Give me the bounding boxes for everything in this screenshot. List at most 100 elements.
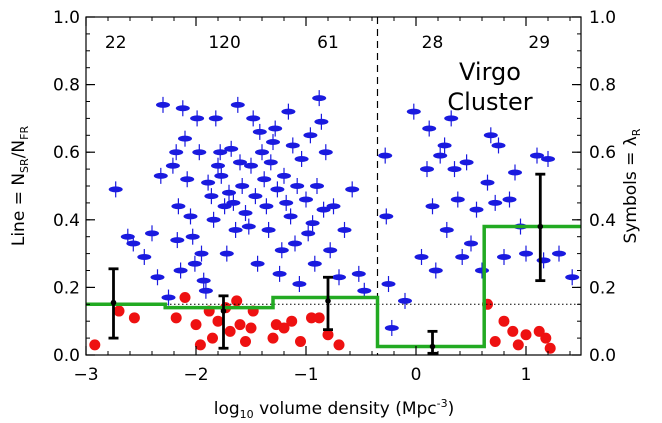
slow-rotator-point <box>190 319 202 331</box>
fast-rotator-point <box>201 174 216 191</box>
fast-rotator-point <box>222 184 236 201</box>
fast-rotator-point <box>192 144 207 161</box>
point-marker <box>428 267 443 274</box>
ratio-error-bars <box>108 172 546 355</box>
fast-rotator-point <box>425 198 440 215</box>
fast-rotator-point <box>250 255 265 272</box>
ratio-point-marker <box>325 298 331 304</box>
point-marker <box>255 149 269 156</box>
fast-rotator-point <box>178 130 192 147</box>
fast-rotator-point <box>263 154 278 171</box>
fast-rotator-point <box>491 137 506 154</box>
point-marker <box>169 149 184 156</box>
point-marker <box>173 267 188 274</box>
fast-rotator-point <box>310 178 324 194</box>
point-marker <box>185 233 200 240</box>
point-marker <box>246 115 261 122</box>
point-marker <box>250 260 265 267</box>
fast-rotator-point <box>450 191 465 208</box>
fast-rotator-point <box>414 248 429 265</box>
fast-rotator-point <box>156 96 170 113</box>
ratio-point-marker <box>537 223 544 230</box>
slow-rotator-point <box>540 332 552 344</box>
point-marker <box>180 176 195 183</box>
fast-rotator-point <box>455 248 470 265</box>
point-marker <box>422 125 437 132</box>
point-marker <box>208 115 223 122</box>
point-marker <box>198 287 213 294</box>
fast-rotator-point <box>279 194 294 211</box>
slow-rotator-point <box>170 312 182 324</box>
fast-rotator-point <box>185 228 200 245</box>
point-marker <box>299 196 313 203</box>
point-marker <box>398 297 412 304</box>
bin-counts: 22 120 61 28 29 <box>105 33 550 53</box>
fast-rotator-point <box>272 265 287 282</box>
point-marker <box>277 172 291 179</box>
fast-rotator-point <box>283 208 298 225</box>
slow-rotator-point <box>333 339 345 351</box>
fast-rotator-point <box>541 150 555 167</box>
point-marker <box>108 186 123 193</box>
point-marker <box>285 142 300 149</box>
point-marker <box>120 233 135 240</box>
fast-rotator-point <box>180 171 195 188</box>
fast-rotator-point <box>226 194 241 211</box>
fast-rotator-point <box>398 292 412 309</box>
y-right-tick-label: 0.8 <box>589 76 616 96</box>
point-marker <box>226 199 241 206</box>
slow-rotator-point <box>489 335 501 347</box>
slow-rotator-point <box>544 342 556 354</box>
fast-rotator-point <box>326 198 341 215</box>
slow-rotator-point <box>128 312 140 324</box>
fast-rotator-point <box>428 262 443 279</box>
fast-rotator-point <box>422 120 437 137</box>
fast-rotator-point <box>224 140 239 157</box>
point-marker <box>326 203 341 210</box>
fast-rotator-point <box>497 248 511 265</box>
fast-rotator-point <box>285 137 300 154</box>
fast-rotator-point <box>345 181 360 198</box>
fast-rotator-point <box>378 147 393 164</box>
fast-rotator-point <box>183 208 198 225</box>
fast-rotator-point <box>305 215 320 232</box>
point-marker <box>420 166 434 173</box>
fast-rotator-point <box>444 110 459 127</box>
point-marker <box>414 253 429 260</box>
fast-rotator-point <box>187 255 202 272</box>
fast-rotator-point <box>483 127 498 144</box>
point-marker <box>483 132 498 139</box>
point-marker <box>214 172 229 179</box>
fast-rotator-point <box>257 171 272 188</box>
point-marker <box>192 149 207 156</box>
point-marker <box>475 267 489 274</box>
fast-rotator-point <box>332 269 346 286</box>
point-marker <box>145 230 159 237</box>
point-marker <box>259 203 274 210</box>
fast-rotator-point <box>292 276 307 293</box>
fast-rotator-point <box>153 167 168 184</box>
fast-rotator-point <box>288 235 302 252</box>
fast-rotator-point <box>126 235 141 252</box>
y-left-tick-label: 0.8 <box>53 76 80 96</box>
point-marker <box>257 176 272 183</box>
fast-rotator-point <box>268 120 283 137</box>
fast-rotator-point <box>301 225 316 242</box>
fast-rotator-point <box>406 103 421 120</box>
point-marker <box>480 179 495 186</box>
ratio-point <box>323 275 333 332</box>
point-marker <box>310 183 324 189</box>
point-marker <box>252 128 267 135</box>
bin-count-label: 120 <box>208 33 240 53</box>
fast-rotator-point <box>211 157 225 174</box>
point-marker <box>378 152 393 159</box>
fast-rotator-point <box>230 96 245 113</box>
fast-rotator-point <box>379 208 394 225</box>
point-marker <box>272 270 287 277</box>
point-marker <box>190 115 205 122</box>
ratio-step-line <box>86 224 581 349</box>
point-marker <box>204 193 219 200</box>
point-marker <box>312 95 327 102</box>
point-marker <box>196 277 211 284</box>
point-marker <box>263 159 278 166</box>
